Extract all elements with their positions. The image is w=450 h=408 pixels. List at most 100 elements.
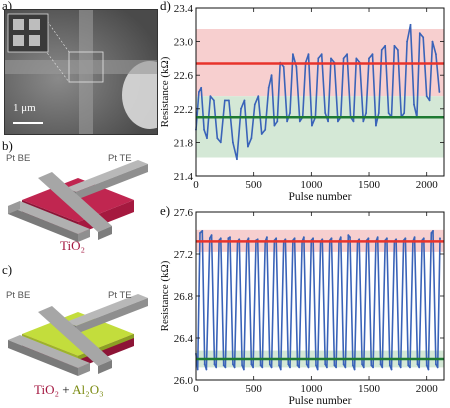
data-point [196, 368, 199, 371]
data-point [250, 363, 253, 366]
data-point [205, 368, 208, 371]
x-tick-label: 1500 [358, 383, 381, 395]
data-point [312, 237, 314, 240]
data-point [431, 40, 434, 43]
data-point [264, 128, 267, 131]
data-point [298, 366, 301, 369]
data-point [413, 236, 416, 239]
data-point [209, 95, 212, 98]
data-point [229, 236, 231, 239]
data-point [305, 363, 308, 366]
data-point [404, 237, 407, 240]
device-b-te-label: Pt TE [108, 153, 132, 164]
data-point [425, 364, 428, 367]
data-point [243, 99, 246, 102]
data-point [273, 124, 276, 127]
data-point [386, 237, 388, 240]
data-point [240, 107, 242, 110]
data-point [324, 363, 327, 366]
data-point [422, 36, 425, 39]
x-tick-label: 500 [245, 179, 262, 191]
data-point [422, 237, 425, 240]
y-tick-label: 21.8 [174, 137, 194, 149]
data-point [242, 368, 245, 371]
data-point [336, 120, 339, 123]
data-point [375, 124, 377, 127]
data-point [291, 53, 294, 56]
data-point [387, 112, 390, 114]
y-tick-label: 23.4 [174, 3, 194, 15]
data-point [201, 230, 204, 232]
pt-te-bar-c [66, 294, 148, 326]
data-point [384, 44, 387, 47]
data-point [372, 366, 374, 369]
panel-label-a: a) [2, 0, 13, 13]
sem-micrograph: 1 μm [4, 9, 158, 135]
pt-te-bar [66, 160, 148, 192]
data-point [352, 120, 355, 123]
data-point [227, 237, 230, 240]
data-point [307, 53, 310, 56]
data-point [361, 363, 364, 366]
data-point [435, 53, 437, 56]
device-c-material-label: TiO₂ + Al₂O₃ [34, 382, 104, 398]
data-point [261, 366, 264, 369]
device-c-material-join: + [59, 382, 73, 397]
data-point [368, 57, 370, 60]
panel-label-d: d) [160, 0, 171, 13]
data-point [344, 366, 347, 369]
data-point [227, 99, 230, 102]
chart-d: 0 500 1000 1500 2000 21.4 21.8 22.2 22.6 23.0 23.4… [159, 3, 445, 203]
data-point [409, 366, 411, 369]
data-point [428, 99, 431, 102]
y-tick-label: 26.0 [174, 375, 194, 387]
data-point [377, 112, 380, 114]
device-c-be-label: Pt BE [6, 290, 31, 301]
data-point [267, 86, 270, 89]
data-point [270, 366, 273, 369]
data-point [403, 112, 406, 114]
data-point [330, 57, 332, 60]
data-point [282, 65, 285, 68]
data-point [418, 32, 421, 35]
data-point [438, 91, 441, 93]
y-tick-label: 26.4 [174, 333, 194, 345]
data-point [276, 120, 279, 123]
data-point [330, 237, 333, 240]
x-tick-label: 0 [193, 179, 199, 191]
data-point [358, 238, 361, 241]
data-point [298, 120, 301, 123]
band-green [196, 96, 444, 158]
data-point [311, 124, 313, 127]
data-point [371, 53, 374, 56]
x-tick-label: 1000 [300, 383, 323, 395]
data-point [409, 23, 412, 26]
data-point [295, 65, 298, 68]
data-point [208, 237, 211, 240]
data-point [247, 145, 249, 148]
sem-scale-label: 1 μm [13, 102, 36, 114]
device-b-material-label: TiO₂ [60, 238, 86, 253]
x-tick-label: 0 [193, 383, 199, 395]
data-point [393, 44, 396, 47]
data-point [355, 57, 358, 60]
data-point [233, 366, 236, 369]
data-point [232, 141, 234, 144]
x-tick-label: 2000 [416, 179, 439, 191]
x-axis-label: Pulse number [289, 395, 352, 407]
data-point [257, 95, 260, 98]
data-point [333, 364, 336, 367]
data-point [342, 363, 345, 366]
data-point [287, 363, 290, 366]
data-point [353, 368, 356, 371]
data-point [293, 237, 296, 240]
data-point [219, 237, 222, 240]
data-point [346, 53, 349, 56]
data-point [216, 137, 219, 140]
y-tick-label: 26.8 [174, 291, 194, 303]
data-point [238, 238, 241, 241]
data-point [203, 363, 206, 366]
data-point [339, 236, 342, 239]
data-point [266, 236, 268, 239]
data-point [367, 237, 370, 240]
